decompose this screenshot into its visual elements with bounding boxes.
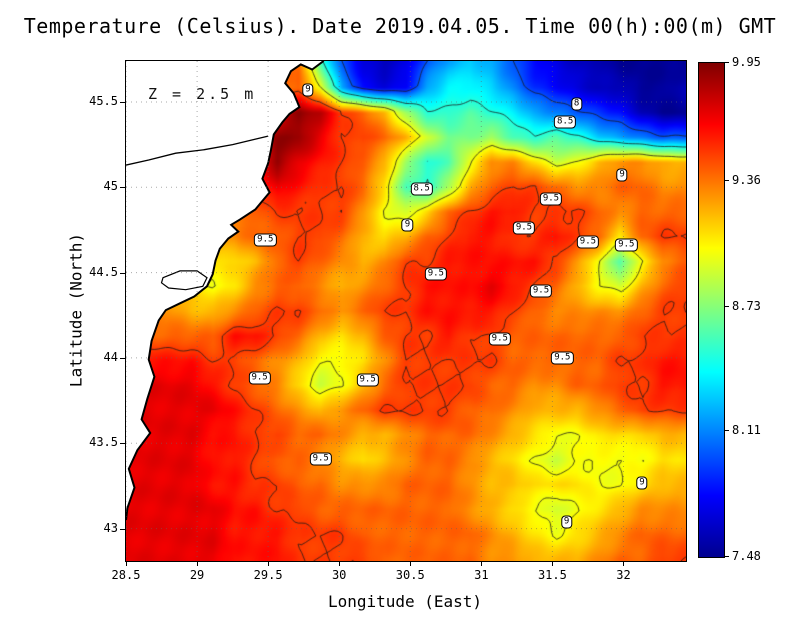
x-tick-label: 28.5 bbox=[111, 568, 141, 582]
contour-label: 9.5 bbox=[615, 238, 638, 252]
chart-title: Temperature (Celsius). Date 2019.04.05. … bbox=[23, 14, 777, 38]
x-tick-label: 31 bbox=[474, 568, 489, 582]
colorbar-tick-label: 8.73 bbox=[732, 299, 761, 313]
y-tick-label: 45 bbox=[103, 179, 118, 194]
contour-label: 9.5 bbox=[512, 221, 536, 235]
x-tick bbox=[197, 561, 199, 566]
contour-label: 9.5 bbox=[551, 351, 574, 365]
depth-annotation: Z = 2.5 m bbox=[148, 85, 257, 103]
y-tick-label: 45.5 bbox=[89, 93, 118, 108]
map-plot: Z = 2.5 m 9 8 8.5 8.5 9 9 9.5 9.5 9.5 9.5 9.5 9.5 9.… bbox=[125, 60, 687, 562]
x-tick-label: 32 bbox=[616, 568, 631, 582]
x-tick-label: 30 bbox=[331, 568, 347, 582]
x-tick-label: 31.5 bbox=[537, 568, 567, 582]
x-tick bbox=[339, 561, 341, 566]
map-overlay bbox=[126, 61, 686, 561]
colorbar-tick bbox=[725, 306, 729, 307]
x-tick bbox=[552, 561, 554, 566]
y-tick bbox=[120, 528, 125, 530]
y-tick bbox=[120, 272, 125, 274]
colorbar-tick bbox=[725, 180, 729, 181]
contour-label: 9 bbox=[401, 218, 414, 232]
contour-label: 9.5 bbox=[254, 233, 277, 247]
colorbar-tick-label: 8.11 bbox=[732, 423, 761, 437]
x-tick-label: 29.5 bbox=[253, 568, 283, 582]
colorbar bbox=[698, 62, 725, 558]
y-tick bbox=[120, 187, 125, 189]
contour-label: 8 bbox=[570, 97, 583, 111]
colorbar-tick bbox=[725, 556, 729, 557]
colorbar-tick bbox=[725, 62, 729, 63]
land-area bbox=[126, 61, 324, 561]
river-line bbox=[126, 135, 269, 166]
contour-label: 9 bbox=[616, 168, 628, 182]
contour-label: 9 bbox=[636, 476, 648, 489]
x-tick-label: 30.5 bbox=[395, 568, 425, 582]
coastline bbox=[126, 61, 325, 521]
contour-label: 9 bbox=[560, 515, 573, 529]
contour-label: 9.5 bbox=[539, 192, 563, 206]
y-tick-label: 44.5 bbox=[89, 264, 118, 279]
contour-label: 9.5 bbox=[529, 284, 553, 298]
y-tick bbox=[120, 357, 125, 359]
contour-label: 9.5 bbox=[248, 371, 271, 385]
x-tick bbox=[268, 561, 270, 566]
y-tick bbox=[120, 101, 125, 103]
lagoon-outline bbox=[160, 270, 208, 291]
y-axis-title: Latitude (North) bbox=[66, 232, 86, 388]
contour-label: 9 bbox=[302, 83, 314, 97]
colorbar-tick-label: 9.36 bbox=[732, 173, 761, 187]
x-tick bbox=[481, 561, 483, 566]
colorbar-tick-label: 9.95 bbox=[732, 55, 761, 69]
contour-label: 8.5 bbox=[554, 115, 577, 129]
contour-label: 8.5 bbox=[410, 182, 433, 196]
y-tick bbox=[120, 443, 125, 445]
y-tick-label: 43 bbox=[103, 520, 118, 535]
y-tick-label: 43.5 bbox=[89, 435, 118, 450]
contour-label: 9.5 bbox=[488, 332, 511, 346]
colorbar-tick-label: 7.48 bbox=[732, 549, 761, 563]
x-axis-title: Longitude (East) bbox=[327, 592, 483, 611]
x-tick bbox=[410, 561, 412, 566]
contour-label: 9.5 bbox=[309, 452, 332, 466]
contour-label: 9.5 bbox=[576, 235, 600, 249]
x-tick-label: 29 bbox=[189, 568, 205, 582]
y-tick-label: 44 bbox=[103, 349, 118, 364]
contour-label: 9.5 bbox=[424, 267, 447, 281]
contour-label: 9.5 bbox=[356, 373, 379, 387]
x-tick bbox=[623, 561, 625, 566]
colorbar-tick bbox=[725, 430, 729, 431]
x-tick bbox=[126, 561, 127, 566]
